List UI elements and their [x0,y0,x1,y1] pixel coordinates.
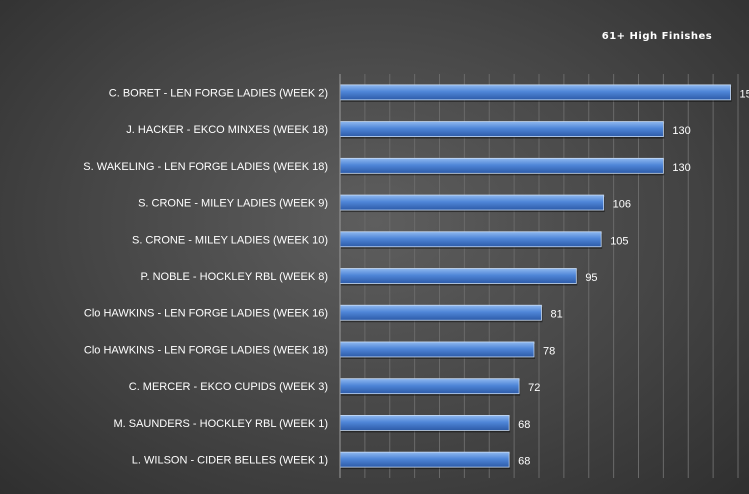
category-label: J. HACKER - EKCO MINXES (WEEK 18) [126,124,328,136]
category-label: S. CRONE - MILEY LADIES (WEEK 10) [132,234,328,246]
category-label: S. CRONE - MILEY LADIES (WEEK 9) [138,198,328,210]
value-label: 105 [610,235,628,247]
bar [339,304,542,321]
value-label: 81 [550,309,562,321]
bar [339,268,577,284]
value-label: 68 [518,419,530,431]
value-label: 68 [518,456,530,468]
category-label: Clo HAWKINS - LEN FORGE LADIES (WEEK 18) [84,344,328,356]
value-label: 130 [672,162,690,174]
category-label: M. SAUNDERS - HOCKLEY RBL (WEEK 1) [113,418,328,430]
category-label: S. WAKELING - LEN FORGE LADIES (WEEK 18) [83,161,328,173]
bar [339,378,520,395]
category-label: Clo HAWKINS - LEN FORGE LADIES (WEEK 16) [84,308,328,320]
category-labels: C. BORET - LEN FORGE LADIES (WEEK 2) J. H… [83,87,328,466]
category-label: C. MERCER - EKCO CUPIDS (WEEK 3) [129,381,328,393]
value-label: 72 [528,382,540,394]
value-label: 130 [672,125,690,137]
bar [339,451,510,468]
bar [339,341,535,358]
bar [339,84,731,101]
chart-title: 61+ High Finishes [602,31,712,42]
value-label: 95 [585,272,597,284]
category-label: C. BORET - LEN FORGE LADIES (WEEK 2) [109,87,328,99]
value-label: 157 [740,88,749,100]
category-label: L. WILSON - CIDER BELLES (WEEK 1) [132,455,328,467]
value-label: 106 [613,199,631,211]
category-label: P. NOBLE - HOCKLEY RBL (WEEK 8) [141,271,328,283]
bar [339,231,602,248]
bar [339,121,664,137]
bar [339,415,510,431]
bars [339,84,732,470]
bar [339,157,664,174]
bar [339,194,605,211]
value-labels: 157 130 130 106 105 95 81 78 72 68 68 [518,88,749,467]
value-label: 78 [543,345,555,357]
